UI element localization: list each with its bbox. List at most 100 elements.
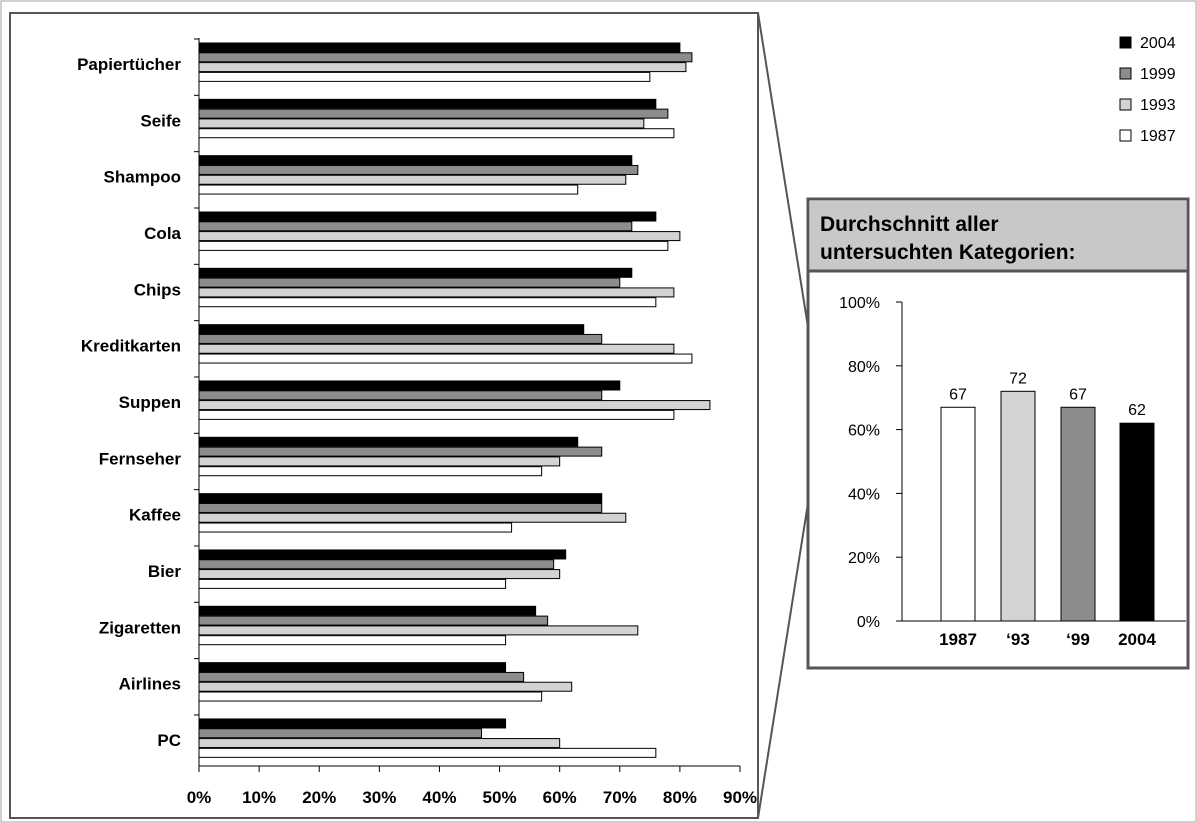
legend-label: 1987: [1140, 128, 1176, 145]
bar-1993: [198, 174, 627, 185]
bar-2004: [198, 718, 507, 729]
bar-2004: [198, 324, 585, 335]
bar-1993: [198, 681, 573, 692]
bar-1999: [198, 52, 693, 63]
bar-1993: [198, 625, 639, 636]
category-label: Papiertücher: [77, 55, 181, 74]
bar-1999: [198, 277, 621, 288]
inset-bar-2: [1060, 406, 1096, 622]
inset-y-tick-label: 0%: [857, 614, 880, 631]
bar-2004: [198, 98, 657, 109]
x-tick-label: 30%: [362, 788, 396, 807]
category-label: Chips: [134, 280, 181, 299]
bar-1993: [198, 62, 687, 73]
bar-2004: [198, 662, 507, 673]
bar-2004: [198, 42, 681, 53]
category-label: Kaffee: [129, 506, 181, 525]
bar-1993: [198, 512, 627, 523]
bar-1993: [198, 118, 645, 129]
bar-1987: [198, 691, 543, 702]
bar-1999: [198, 559, 555, 570]
inset-data-label: 62: [1128, 402, 1146, 419]
x-tick-label: 80%: [663, 788, 697, 807]
bar-1987: [198, 353, 693, 364]
inset-data-label: 72: [1009, 370, 1027, 387]
category-label: Bier: [148, 562, 181, 581]
bar-2004: [198, 380, 621, 391]
x-tick-label: 70%: [603, 788, 637, 807]
bar-1987: [198, 240, 669, 251]
bar-2004: [198, 549, 567, 560]
x-tick-label: 0%: [187, 788, 212, 807]
inset-x-label: 2004: [1118, 630, 1156, 649]
bar-1993: [198, 287, 675, 298]
category-label: Airlines: [119, 675, 181, 694]
x-tick-label: 90%: [723, 788, 757, 807]
inset-bars: 67 72 67 62: [940, 370, 1155, 622]
inset-header: [810, 201, 1186, 270]
bar-1987: [198, 128, 675, 139]
legend-label: 1999: [1140, 66, 1176, 83]
inset-x-labels: 1987 ‘93 ‘99 2004: [939, 630, 1156, 649]
legend-swatch: [1119, 98, 1132, 111]
inset-title-line2: untersuchten Kategorien:: [820, 241, 1076, 264]
x-axis: 0% 10% 20% 30% 40% 50% 60% 70% 80% 90%: [187, 38, 757, 807]
category-label: Kreditkarten: [81, 337, 181, 356]
inset-bar-0: [940, 406, 976, 622]
category-label: Zigaretten: [99, 618, 181, 637]
bar-1987: [198, 635, 507, 646]
inset-data-label: 67: [949, 386, 967, 403]
bar-2004: [198, 436, 579, 447]
bar-2004: [198, 155, 633, 166]
category-label: Shampoo: [104, 168, 181, 187]
bar-1999: [198, 502, 603, 513]
inset-x-label: ‘99: [1066, 630, 1090, 649]
bar-1999: [198, 390, 603, 401]
inset-y-tick-label: 40%: [848, 486, 880, 503]
category-label: Fernseher: [99, 449, 182, 468]
bar-2004: [198, 267, 633, 278]
inset-y-tick-label: 20%: [848, 550, 880, 567]
bar-1999: [198, 164, 639, 175]
category-label: PC: [157, 731, 181, 750]
bar-1987: [198, 71, 651, 82]
bar-1987: [198, 522, 513, 533]
x-tick-label: 40%: [422, 788, 456, 807]
bar-1999: [198, 108, 669, 119]
bar-1987: [198, 578, 507, 589]
bar-1999: [198, 221, 633, 232]
category-label: Seife: [140, 111, 181, 130]
inset-y-tick-label: 100%: [839, 295, 880, 312]
bar-1987: [198, 747, 657, 758]
inset-y-tick-label: 60%: [848, 423, 880, 440]
bar-1993: [198, 569, 561, 580]
main-panel-frame: [9, 12, 759, 819]
x-tick-label: 20%: [302, 788, 336, 807]
inset-x-label: ‘93: [1006, 630, 1030, 649]
bar-1993: [198, 343, 675, 354]
bar-1999: [198, 671, 525, 682]
bar-1999: [198, 615, 549, 626]
bar-1987: [198, 409, 675, 420]
bar-1993: [198, 231, 681, 242]
legend: 2004 1999 1993 1987: [1119, 35, 1176, 145]
inset-bar-3: [1119, 422, 1155, 622]
legend-label: 2004: [1140, 35, 1176, 52]
legend-swatch: [1119, 129, 1132, 142]
main-bars: [198, 42, 711, 758]
legend-swatch: [1119, 67, 1132, 80]
bar-1993: [198, 400, 711, 411]
inset-y-tick-label: 80%: [848, 359, 880, 376]
category-label: Suppen: [119, 393, 181, 412]
bar-2004: [198, 493, 603, 504]
inset-bar-1: [1000, 390, 1036, 622]
inset-x-label: 1987: [939, 630, 977, 649]
bar-1987: [198, 297, 657, 308]
inset-data-label: 67: [1069, 386, 1087, 403]
category-labels: Papiertücher Seife Shampoo Cola Chips Kreditk…: [77, 55, 181, 750]
x-tick-label: 50%: [483, 788, 517, 807]
category-label: Cola: [144, 224, 181, 243]
legend-label: 1993: [1140, 97, 1176, 114]
bar-1993: [198, 456, 561, 467]
